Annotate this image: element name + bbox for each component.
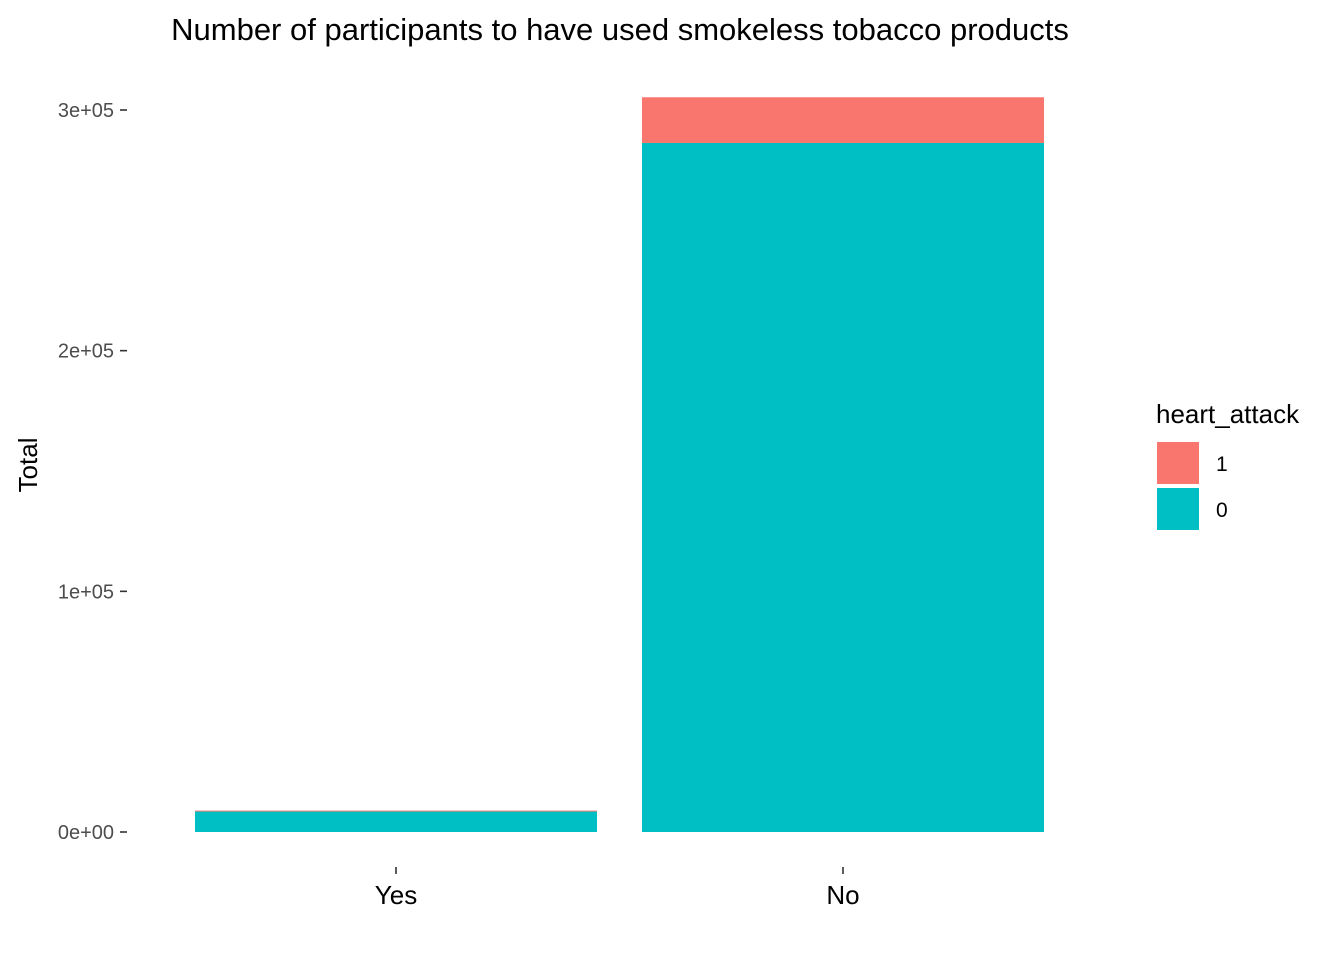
bar-no-series-0 — [642, 142, 1044, 833]
legend-title: heart_attack — [1156, 399, 1300, 429]
y-axis: 0e+00 1e+05 2e+05 3e+05 — [58, 100, 127, 844]
legend-label: 0 — [1216, 499, 1228, 522]
y-tick-label: 0e+00 — [58, 822, 114, 844]
legend-label: 1 — [1216, 453, 1228, 476]
legend-swatch — [1157, 442, 1199, 484]
legend: heart_attack 1 0 — [1156, 399, 1300, 530]
y-axis-title: Total — [13, 438, 43, 493]
x-axis: Yes No — [375, 867, 860, 910]
chart-title: Number of participants to have used smok… — [171, 12, 1069, 47]
x-tick-label: No — [826, 880, 859, 910]
bar-yes-series-1 — [195, 810, 597, 812]
x-tick-label: Yes — [375, 880, 417, 910]
bar-no-series-1 — [642, 97, 1044, 143]
y-tick-label: 3e+05 — [58, 100, 114, 122]
bar-yes-series-0 — [195, 811, 597, 832]
legend-swatch — [1157, 488, 1199, 530]
y-tick-label: 2e+05 — [58, 341, 114, 363]
bars — [195, 97, 1044, 833]
y-tick-label: 1e+05 — [58, 581, 114, 603]
